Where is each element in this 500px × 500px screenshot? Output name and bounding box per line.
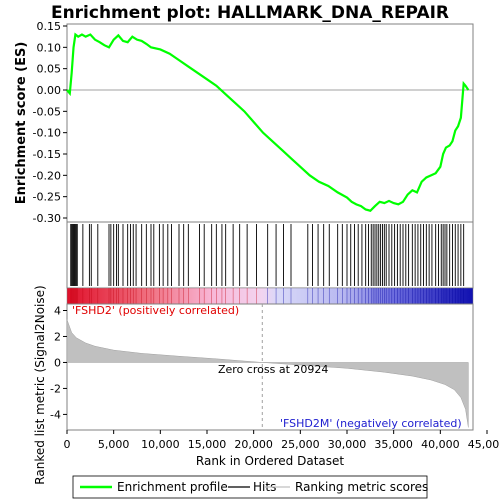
x-tick-label: 40,000	[421, 438, 460, 451]
x-tick-label: 30,000	[328, 438, 367, 451]
es-y-tick-label: 0.05	[37, 63, 62, 76]
chart-title: Enrichment plot: HALLMARK_DNA_REPAIR	[51, 3, 449, 23]
ranking-metric-area	[66, 319, 469, 428]
es-y-axis-label: Enrichment score (ES)	[14, 42, 29, 205]
es-y-tick-label: 0.15	[37, 20, 62, 33]
es-y-tick-label: -0.20	[33, 169, 61, 182]
x-tick-label: 10,000	[141, 438, 180, 451]
metric-y-tick-label: -4	[50, 408, 61, 421]
legend-profile-label: Enrichment profile	[117, 480, 228, 494]
es-y-tick-label: -0.15	[33, 148, 61, 161]
legend-metric-label: Ranking metric scores	[295, 480, 428, 494]
x-tick-label: 0	[64, 438, 71, 451]
metric-y-tick-label: 4	[54, 304, 61, 317]
metric-y-axis-label: Ranked list metric (Signal2Noise)	[33, 285, 47, 484]
x-tick-label: 45,000	[468, 438, 500, 451]
es-y-tick-label: -0.25	[33, 191, 61, 204]
es-y-tick-label: -0.10	[33, 127, 61, 140]
x-tick-label: 25,000	[281, 438, 320, 451]
legend-hits-label: Hits	[253, 480, 276, 494]
enrichment-profile-line	[66, 32, 470, 212]
x-tick-label: 35,000	[374, 438, 413, 451]
negative-correlation-label: 'FSHD2M' (negatively correlated)	[280, 417, 462, 430]
metric-y-tick-label: -2	[50, 382, 61, 395]
es-y-tick-label: -0.05	[33, 105, 61, 118]
metric-y-tick-label: 0	[54, 356, 61, 369]
x-tick-label: 20,000	[234, 438, 273, 451]
x-tick-label: 15,000	[188, 438, 227, 451]
hits-panel	[66, 221, 474, 289]
es-y-tick-label: 0.00	[37, 84, 62, 97]
metric-y-tick-label: 2	[54, 330, 61, 343]
es-y-tick-label: -0.30	[33, 212, 61, 225]
es-panel	[66, 23, 474, 223]
positive-correlation-label: 'FSHD2' (positively correlated)	[72, 304, 239, 317]
x-axis-label: Rank in Ordered Dataset	[196, 454, 344, 468]
x-tick-label: 5,000	[98, 438, 130, 451]
es-y-tick-label: 0.10	[37, 41, 62, 54]
zero-cross-label: Zero cross at 20924	[218, 363, 328, 376]
